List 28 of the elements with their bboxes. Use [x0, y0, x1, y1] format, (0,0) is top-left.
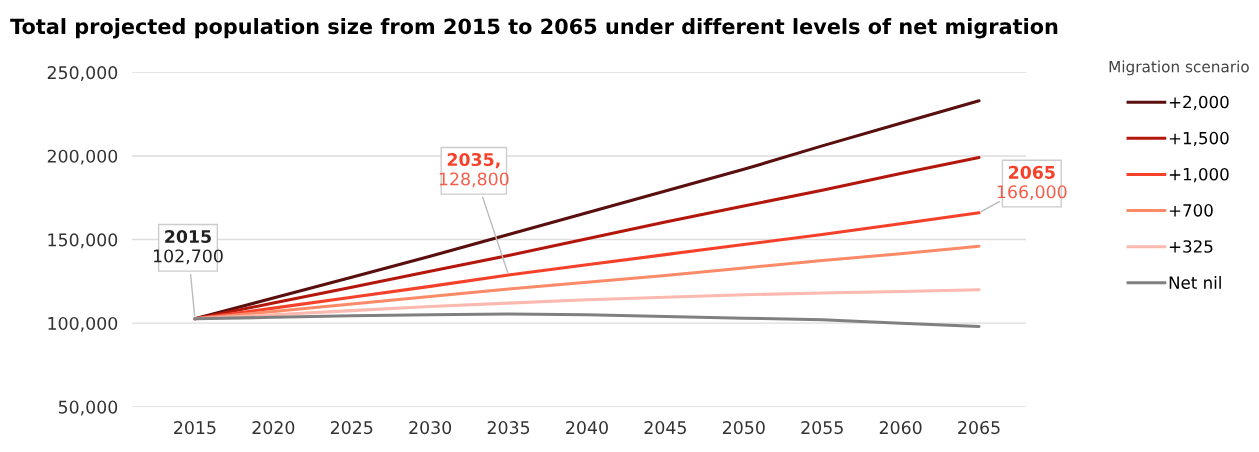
x-tick-label: 2040 [566, 421, 608, 435]
y-tick-label: 100,000 [48, 316, 118, 332]
legend-label: +1,500 [1169, 131, 1229, 147]
legend-label: +2,000 [1169, 95, 1229, 110]
y-tick-label: 150,000 [48, 233, 118, 249]
legend-title: Migration scenario [1109, 60, 1249, 76]
y-tick-label: 50,000 [58, 400, 118, 416]
x-tick-label: 2065 [958, 421, 1000, 435]
legend-label: +700 [1169, 204, 1213, 217]
x-tick-label: 2055 [801, 421, 843, 435]
line-series [193, 312, 981, 329]
legend-label: +1,000 [1169, 167, 1229, 183]
legend-label: +325 [1169, 240, 1213, 253]
annotation: 2015 102,700 [153, 229, 223, 265]
x-tick-label: 2045 [644, 421, 686, 435]
x-tick-label: 2015 [174, 421, 216, 435]
x-tick-label: 2020 [252, 421, 295, 435]
annotation: 2035, 128,800 [439, 152, 509, 188]
annotation: 2065 166,000 [997, 165, 1067, 201]
legend-label: Net nil [1169, 276, 1221, 289]
x-tick-label: 2035 [487, 421, 530, 435]
x-tick-label: 2050 [722, 421, 765, 435]
y-tick-label: 250,000 [47, 66, 118, 81]
x-tick-label: 2030 [409, 421, 452, 435]
x-tick-label: 2060 [879, 421, 922, 435]
chart-title: Total projected population size from 2015 to 2065 under different levels of net migration [10, 18, 1058, 39]
x-tick-label: 2025 [330, 421, 373, 435]
y-tick-label: 200,000 [47, 149, 118, 165]
